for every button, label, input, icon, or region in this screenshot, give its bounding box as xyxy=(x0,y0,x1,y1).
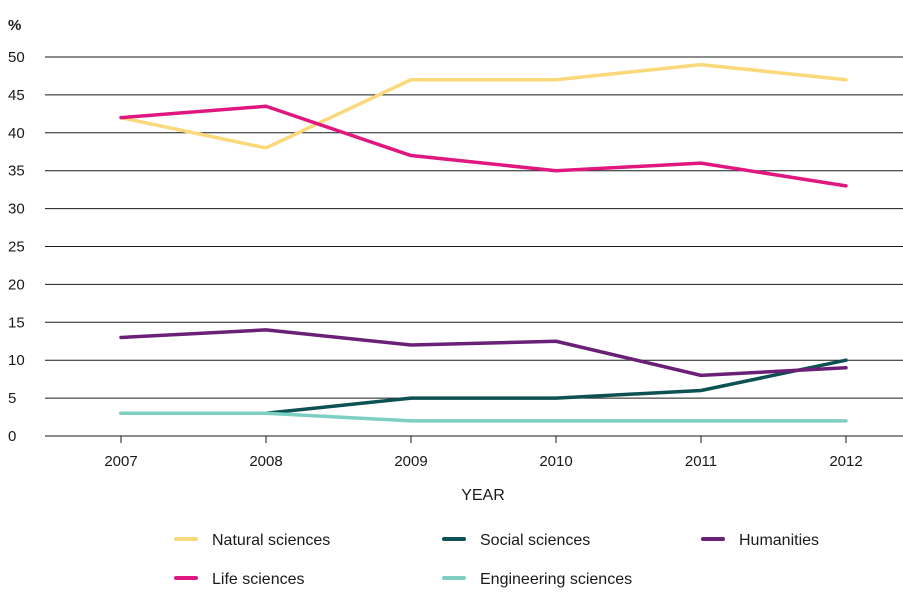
x-tick-label: 2011 xyxy=(685,453,717,470)
y-tick-label: 10 xyxy=(8,352,25,369)
x-tick-label: 2007 xyxy=(104,453,137,470)
series-line-humanities xyxy=(119,328,848,378)
legend-item-engineering-sciences: Engineering sciences xyxy=(442,571,632,588)
y-tick-labels: 0 5 10 15 20 25 30 35 40 45 50 xyxy=(8,49,25,445)
legend-label: Humanities xyxy=(739,532,819,549)
y-axis-label: % xyxy=(8,17,21,34)
series-line-engineering-sciences xyxy=(119,411,848,423)
y-tick-label: 35 xyxy=(8,163,25,180)
x-tick-labels: 2007 2008 2009 2010 2011 2012 xyxy=(104,436,863,470)
y-tick-label: 50 xyxy=(8,49,25,66)
y-tick-label: 45 xyxy=(8,87,25,104)
series-line-life-sciences xyxy=(119,104,848,188)
y-tick-label: 15 xyxy=(8,314,25,331)
legend-item-humanities: Humanities xyxy=(701,532,819,549)
y-tick-label: 30 xyxy=(8,201,25,218)
y-tick-label: 20 xyxy=(8,276,25,293)
grid-lines xyxy=(45,56,903,437)
series-lines xyxy=(119,62,848,423)
y-tick-label: 40 xyxy=(8,125,25,142)
legend-label: Social sciences xyxy=(480,532,590,549)
x-tick-label: 2009 xyxy=(394,453,427,470)
series-line-social-sciences xyxy=(119,358,848,416)
x-axis-title: YEAR xyxy=(461,487,505,504)
x-tick-label: 2012 xyxy=(829,453,862,470)
y-tick-label: 0 xyxy=(8,428,16,445)
series-line-natural-sciences xyxy=(119,62,848,150)
x-tick-label: 2010 xyxy=(539,453,572,470)
y-tick-label: 25 xyxy=(8,239,25,256)
x-tick-label: 2008 xyxy=(249,453,282,470)
legend-item-social-sciences: Social sciences xyxy=(442,532,590,549)
legend-item-life-sciences: Life sciences xyxy=(174,571,305,588)
y-tick-label: 5 xyxy=(8,390,16,407)
legend-item-natural-sciences: Natural sciences xyxy=(174,532,330,549)
legend: Natural sciences Life sciences Social scie… xyxy=(174,532,819,588)
legend-label: Natural sciences xyxy=(212,532,330,549)
legend-label: Engineering sciences xyxy=(480,571,632,588)
legend-label: Life sciences xyxy=(212,571,305,588)
